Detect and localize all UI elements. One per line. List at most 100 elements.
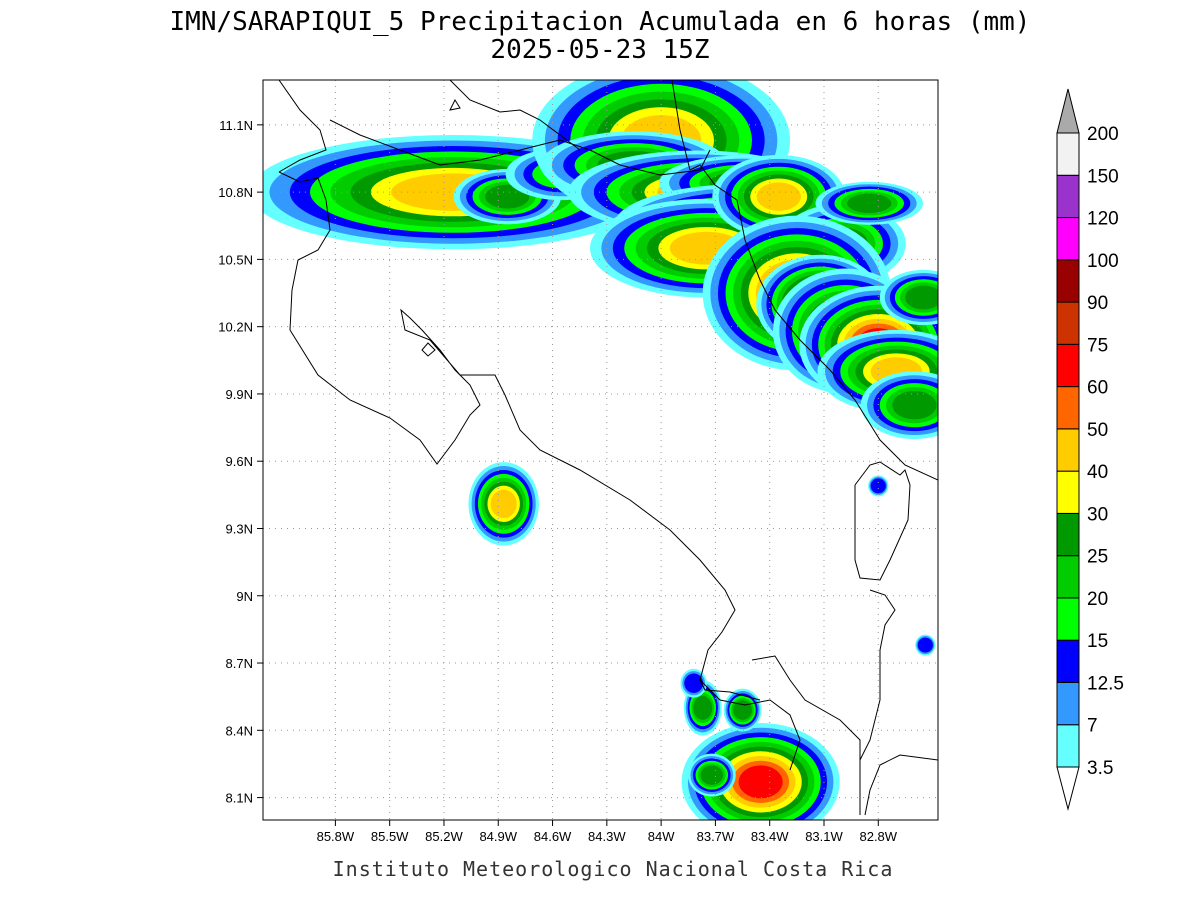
precip-contour-25 [905, 285, 938, 310]
osa-peninsula [751, 655, 861, 815]
colorbar-label: 100 [1087, 251, 1119, 272]
colorbar-swatch-100 [1056, 217, 1080, 261]
colorbar-swatch-15 [1056, 597, 1080, 641]
lake-fragment [449, 98, 461, 111]
x-tick-label: 84.3W [588, 829, 626, 844]
colorbar-swatch-50 [1056, 386, 1080, 430]
colorbar-swatch-12-5 [1056, 639, 1080, 683]
colorbar-swatch-3-5 [1056, 724, 1080, 768]
y-tick-label: 9.3N [226, 521, 253, 536]
precip-contour-12-5 [870, 478, 886, 494]
nicaragua-costarica-border [329, 119, 711, 176]
colorbar-label: 7 [1087, 716, 1098, 737]
costarica-panama-border [854, 461, 911, 581]
y-tick-label: 10.8N [218, 185, 253, 200]
y-axis-ticks: 8.1N 8.4N 8.7N 9N 9.3N 9.6N 9.9N 10.2N 10.5N 10.8… [218, 118, 263, 806]
y-tick-label: 10.5N [218, 252, 253, 267]
precip-cell [468, 462, 539, 546]
y-tick-label: 8.7N [226, 656, 253, 671]
x-tick-label: 85.5W [371, 829, 409, 844]
colorbar-swatch-40 [1056, 428, 1080, 472]
caribbean-coastline [736, 199, 938, 481]
colorbar-swatch-30 [1056, 470, 1080, 514]
colorbar-swatch-60 [1056, 343, 1080, 388]
colorbar-label: 120 [1087, 209, 1119, 230]
colorbar-legend: 3.5 7 12.5 15 20 25 30 40 50 60 75 90 100 120 150 200 [1056, 88, 1124, 811]
precip-contour-25 [733, 700, 752, 720]
colorbar-swatch-20 [1056, 555, 1080, 599]
y-tick-label: 8.4N [226, 723, 253, 738]
y-tick-label: 11.1N [219, 118, 253, 133]
coastlines-and-borders [278, 80, 938, 816]
precip-cell [680, 668, 707, 698]
precip-contour-40 [490, 489, 517, 519]
x-tick-label: 83.4W [751, 829, 789, 844]
colorbar-label: 25 [1087, 547, 1108, 568]
figure-title-line2: 2025-05-23 15Z [490, 35, 709, 65]
colorbar-swatch-75 [1056, 301, 1080, 345]
plot-frame [262, 79, 939, 821]
precip-contour-25 [847, 193, 892, 214]
precip-contour-25 [693, 695, 713, 720]
colorbar-label: 50 [1087, 420, 1108, 441]
precip-contour-25 [892, 390, 937, 420]
precip-cell [687, 753, 736, 797]
colorbar-label: 12.5 [1087, 673, 1124, 694]
x-tick-label: 85.2W [425, 829, 463, 844]
precip-cell [868, 475, 889, 497]
precip-contour-40 [756, 182, 801, 211]
colorbar-label: 200 [1087, 124, 1119, 145]
figure-title-line1: IMN/SARAPIQUI_5 Precipitacion Acumulada … [170, 7, 1031, 37]
y-tick-label: 9N [236, 589, 253, 604]
lake-island [421, 342, 436, 357]
precip-cell [815, 181, 923, 225]
plot-area: 85.8W 85.5W 85.2W 84.9W 84.6W 84.3W 84W 83.7W 83… [218, 79, 939, 844]
colorbar-label: 15 [1087, 631, 1108, 652]
institution-credit: Instituto Meteorologico Nacional Costa R… [333, 857, 894, 881]
x-tick-label: 85.8W [317, 829, 355, 844]
x-tick-label: 84.9W [479, 829, 517, 844]
colorbar-label: 30 [1087, 504, 1108, 525]
precipitation-field [263, 80, 938, 820]
x-axis-ticks: 85.8W 85.5W 85.2W 84.9W 84.6W 84.3W 84W 83.7W 83… [317, 820, 898, 844]
colorbar-swatch-90 [1056, 259, 1080, 303]
lake-nicaragua-shore [449, 80, 581, 151]
y-tick-label: 9.9N [226, 387, 253, 402]
colorbar-label: 40 [1087, 462, 1108, 483]
precip-cell [860, 371, 938, 439]
colorbar-label: 75 [1087, 335, 1108, 356]
precip-cell [915, 634, 936, 656]
caribbean-north [671, 80, 738, 201]
x-tick-label: 84.6W [534, 829, 572, 844]
colorbar-label: 150 [1087, 166, 1119, 187]
colorbar-label: 20 [1087, 589, 1108, 610]
x-tick-label: 83.7W [697, 829, 735, 844]
x-tick-label: 84W [648, 829, 675, 844]
precip-contour-25 [700, 765, 724, 785]
colorbar-label: 3.5 [1087, 758, 1113, 779]
colorbar-swatch-120 [1056, 174, 1080, 219]
precip-cell [879, 269, 938, 326]
precip-contour-60 [738, 765, 783, 799]
x-tick-label: 83.1W [805, 829, 843, 844]
precip-contour-12-5 [684, 673, 704, 693]
y-tick-label: 8.1N [226, 791, 253, 806]
pacific-coastline [278, 171, 801, 771]
precip-contour-12-5 [917, 637, 933, 653]
colorbar-under-arrow [1056, 766, 1080, 811]
colorbar-over-arrow [1056, 88, 1080, 134]
x-tick-label: 82.8W [859, 829, 897, 844]
colorbar-label: 90 [1087, 293, 1108, 314]
colorbar-swatch-25 [1056, 512, 1080, 557]
precip-cell [723, 688, 762, 732]
precip-cell [681, 723, 840, 820]
colorbar-label: 60 [1087, 378, 1108, 399]
colorbar-swatch-150 [1056, 132, 1080, 176]
burica-point [859, 589, 896, 761]
nicaragua-north-coast [278, 80, 327, 173]
colorbar-swatch-7 [1056, 681, 1080, 726]
y-tick-label: 9.6N [226, 454, 253, 469]
panama-pacific-coast [864, 754, 938, 816]
y-tick-label: 10.2N [218, 320, 253, 335]
